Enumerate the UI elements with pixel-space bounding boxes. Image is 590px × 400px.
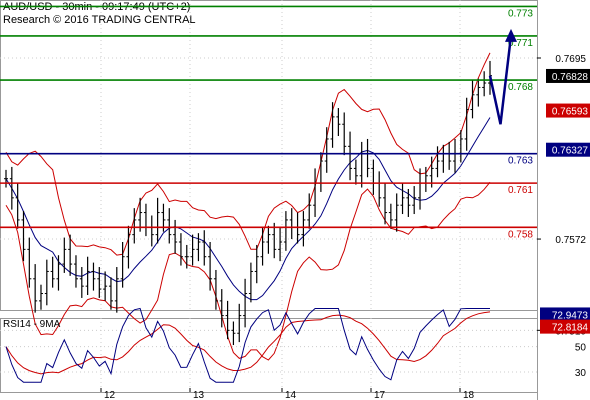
moving-average-line	[5, 117, 491, 301]
level-label-3: 0.763	[508, 156, 533, 167]
price-tag-bg-0	[546, 68, 590, 83]
ohlc-bars	[4, 60, 492, 346]
rsi-line	[5, 307, 490, 383]
bollinger-lower-line	[5, 181, 491, 361]
y-tick-label-0: 0.7695	[555, 54, 586, 65]
forecast-arrowhead	[505, 28, 517, 42]
rsi-tag-label-1: 72.8184	[552, 323, 589, 334]
rsi-tag-bg-0	[540, 307, 590, 322]
x-tick-label-3: 17	[374, 390, 386, 400]
price-tag-bg-1	[546, 103, 590, 118]
x-tick-label-1: 13	[193, 390, 205, 400]
bollinger-upper-line	[5, 52, 491, 256]
price-tag-label-1: 0.76593	[552, 107, 589, 118]
forecast-path	[488, 35, 513, 125]
price-panel-frame	[0, 0, 538, 311]
x-tick-label-0: 12	[104, 390, 116, 400]
level-label-5: 0.758	[508, 229, 533, 240]
y-tick-label-1: 0.7572	[555, 235, 586, 246]
x-tick-label-2: 14	[285, 390, 297, 400]
x-tick-label-4: 18	[463, 390, 475, 400]
level-label-2: 0.768	[508, 82, 533, 93]
rsi-tick-label-0: 50	[575, 343, 587, 354]
rsi-ma-line	[5, 311, 491, 375]
rsi-panel-frame	[0, 318, 538, 393]
price-tag-bg-2	[546, 142, 590, 157]
rsi-tag-bg-1	[540, 319, 590, 334]
rsi-title: RSI14 - 9MA	[3, 319, 61, 330]
level-label-0: 0.773	[508, 8, 533, 19]
level-label-4: 0.761	[508, 185, 533, 196]
price-tag-label-0: 0.76828	[552, 72, 589, 83]
rsi-tick-label-1: 30	[575, 368, 587, 379]
price-tag-label-2: 0.76327	[552, 146, 589, 157]
chart-copyright: Research © 2016 TRADING CENTRAL	[3, 14, 196, 26]
level-label-1: 0.771	[508, 38, 533, 49]
rsi-tag-label-0: 72.9473	[552, 310, 589, 321]
